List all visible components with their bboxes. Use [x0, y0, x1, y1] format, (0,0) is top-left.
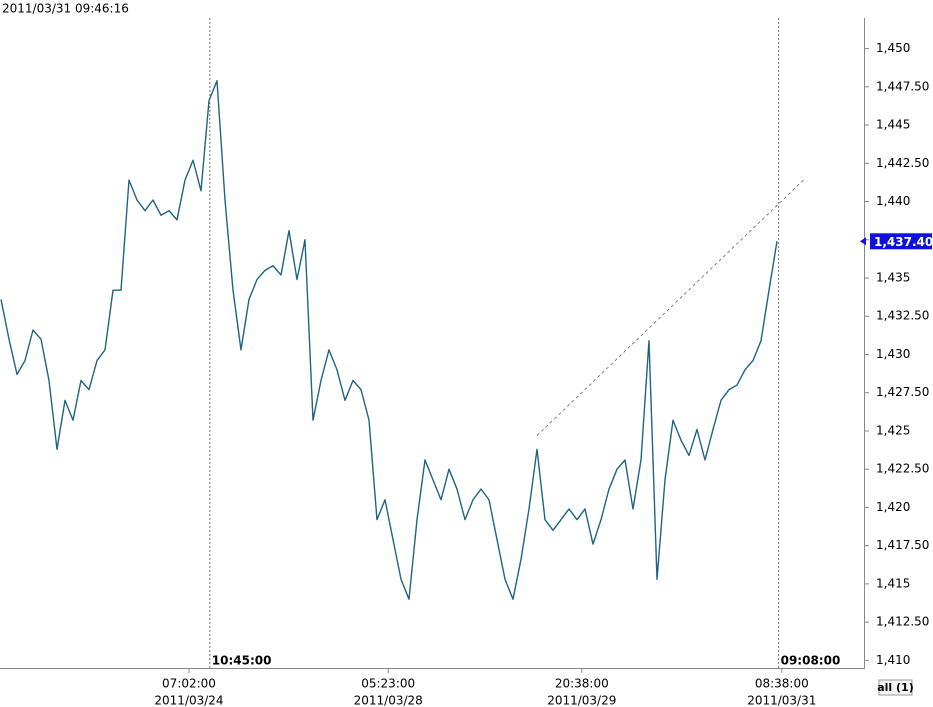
y-tick-label: 1,427.50 [876, 385, 929, 399]
marker-label: 09:08:00 [781, 654, 841, 668]
y-tick-label: 1,432.50 [876, 309, 929, 323]
x-tick-date: 2011/03/28 [354, 694, 423, 707]
x-tick-label: 05:23:00 [361, 677, 415, 691]
x-tick-label: 08:38:00 [755, 677, 809, 691]
y-tick-label: 1,447.50 [876, 79, 929, 93]
range-button[interactable] [878, 679, 913, 696]
last-price-box [870, 233, 932, 250]
y-tick-label: 1,412.50 [876, 615, 929, 629]
last-price-label: 1,437.40 [874, 235, 933, 249]
y-tick-label: 1,425 [876, 423, 910, 437]
y-tick-label: 1,415 [876, 576, 910, 590]
y-tick-label: 1,440 [876, 194, 910, 208]
y-tick-label: 1,445 [876, 118, 910, 132]
x-tick-date: 2011/03/29 [547, 694, 616, 707]
y-tick-label: 1,417.50 [876, 538, 929, 552]
timestamp: 2011/03/31 09:46:16 [2, 2, 129, 16]
last-price-arrow [860, 237, 866, 246]
marker-label: 10:45:00 [212, 654, 272, 668]
y-tick-label: 1,430 [876, 347, 910, 361]
trendline [536, 178, 806, 436]
y-tick-label: 1,420 [876, 500, 910, 514]
y-tick-label: 1,442.50 [876, 156, 929, 170]
y-tick-label: 1,422.50 [876, 462, 929, 476]
x-tick-date: 2011/03/31 [747, 694, 816, 707]
y-tick-label: 1,435 [876, 271, 910, 285]
price-line [0, 80, 778, 600]
x-tick-date: 2011/03/24 [154, 694, 223, 707]
y-tick-label: 1,410 [876, 653, 910, 667]
range-button-label[interactable]: all (1) [877, 681, 914, 694]
x-tick-label: 20:38:00 [555, 677, 609, 691]
x-tick-label: 07:02:00 [162, 677, 216, 691]
y-tick-label: 1,450 [876, 41, 910, 55]
